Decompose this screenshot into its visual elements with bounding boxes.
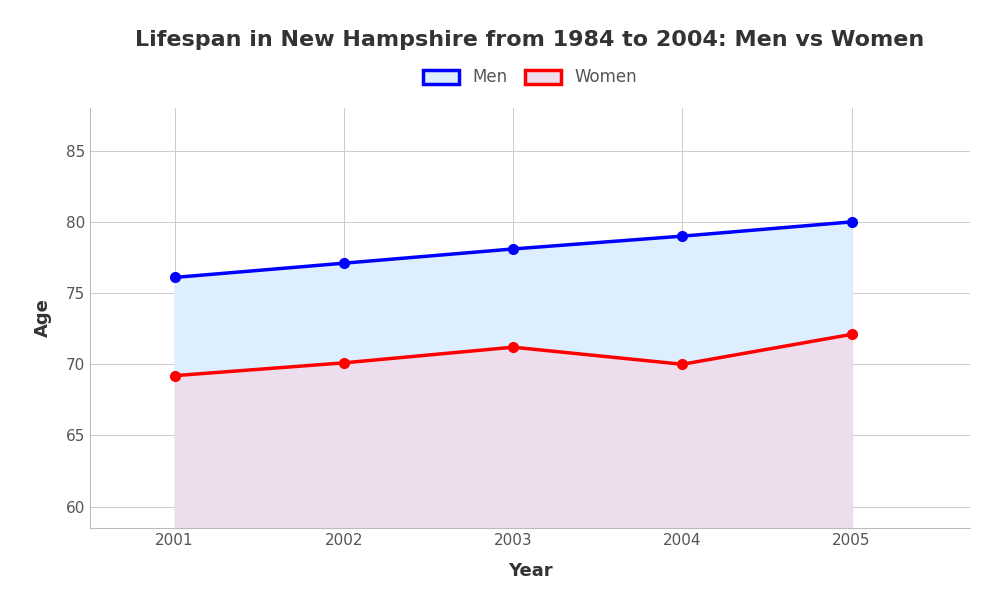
Women	[169, 372, 181, 379]
Women	[507, 344, 519, 351]
Line: Men: Men	[170, 217, 856, 282]
Line: Women: Women	[170, 329, 856, 380]
Women	[676, 361, 688, 368]
Y-axis label: Age: Age	[34, 299, 52, 337]
Men	[169, 274, 181, 281]
Men	[338, 260, 350, 267]
X-axis label: Year: Year	[508, 562, 552, 580]
Legend: Men, Women: Men, Women	[416, 62, 644, 93]
Title: Lifespan in New Hampshire from 1984 to 2004: Men vs Women: Lifespan in New Hampshire from 1984 to 2…	[135, 29, 925, 49]
Men	[846, 218, 858, 226]
Women	[846, 331, 858, 338]
Men	[676, 233, 688, 240]
Men	[507, 245, 519, 253]
Women	[338, 359, 350, 367]
